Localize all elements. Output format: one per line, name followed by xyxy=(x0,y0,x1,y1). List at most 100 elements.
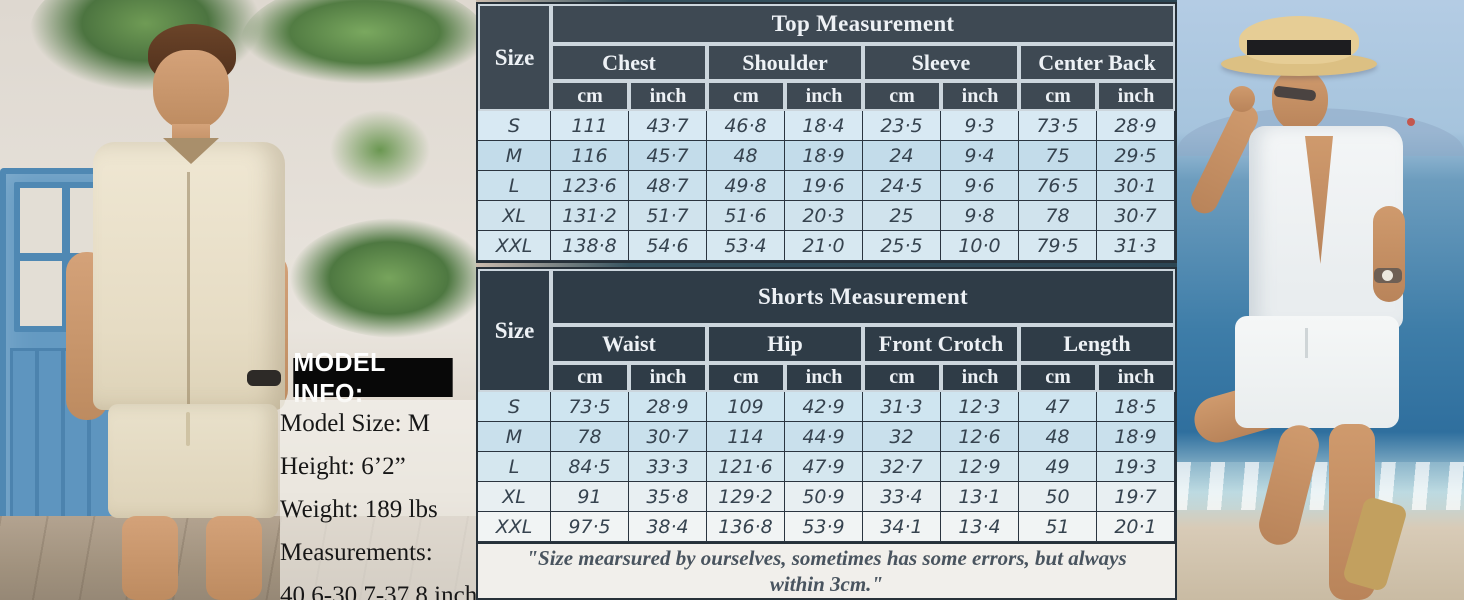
vine-foliage xyxy=(290,218,476,338)
size-column-header: Size xyxy=(478,4,551,111)
measurement-value-cell: 21·0 xyxy=(785,231,863,261)
measurement-value-cell: 44·9 xyxy=(785,422,863,452)
size-row-label: XL xyxy=(478,482,551,512)
unit-header-cell: cm xyxy=(707,81,785,111)
measurement-value-cell: 13·1 xyxy=(941,482,1019,512)
measurement-value-cell: 9·8 xyxy=(941,201,1019,231)
measurement-value-cell: 73·5 xyxy=(1019,111,1097,141)
unit-header-cell: inch xyxy=(941,81,1019,111)
model-leg xyxy=(206,516,262,600)
unit-header-cell: inch xyxy=(629,363,707,392)
measurement-value-cell: 10·0 xyxy=(941,231,1019,261)
measurement-value-cell: 18·9 xyxy=(1097,422,1175,452)
measurement-value-cell: 38·4 xyxy=(629,512,707,542)
disclaimer-line-1: "Size mearsured by ourselves, sometimes … xyxy=(526,546,1127,570)
size-disclaimer: "Size mearsured by ourselves, sometimes … xyxy=(476,544,1177,600)
measurement-value-cell: 24·5 xyxy=(863,171,941,201)
measurement-value-cell: 18·5 xyxy=(1097,392,1175,422)
measurement-value-cell: 29·5 xyxy=(1097,141,1175,171)
measurement-value-cell: 111 xyxy=(551,111,629,141)
unit-header-cell: cm xyxy=(1019,81,1097,111)
measurement-value-cell: 12·3 xyxy=(941,392,1019,422)
size-row-label: M xyxy=(478,141,551,171)
measurement-value-cell: 138·8 xyxy=(551,231,629,261)
measurement-value-cell: 33·3 xyxy=(629,452,707,482)
measurement-value-cell: 116 xyxy=(551,141,629,171)
measurement-value-cell: 84·5 xyxy=(551,452,629,482)
measurement-value-cell: 30·1 xyxy=(1097,171,1175,201)
measurement-value-cell: 33·4 xyxy=(863,482,941,512)
measurement-value-cell: 9·4 xyxy=(941,141,1019,171)
measurement-value-cell: 9·3 xyxy=(941,111,1019,141)
measurement-value-cell: 136·8 xyxy=(707,512,785,542)
measurement-value-cell: 121·6 xyxy=(707,452,785,482)
drawstring xyxy=(186,412,190,446)
size-tables-panel: Size Top Measurement Chest Shoulder Slee… xyxy=(476,0,1177,600)
vine-foliage xyxy=(330,110,430,190)
model-hand xyxy=(1229,86,1255,112)
model-measurements-value: 40.6-30.7-37.8 inch xyxy=(280,582,476,600)
measurement-value-cell: 47 xyxy=(1019,392,1097,422)
disclaimer-line-2: within 3cm." xyxy=(769,572,884,596)
measurement-value-cell: 13·4 xyxy=(941,512,1019,542)
left-model-photo: MODEL INFO: Model Size: M Height: 6’2” W… xyxy=(0,0,476,600)
measurement-value-cell: 49·8 xyxy=(707,171,785,201)
unit-header-cell: inch xyxy=(785,81,863,111)
beige-shorts xyxy=(108,404,278,518)
measurement-value-cell: 35·8 xyxy=(629,482,707,512)
size-column-header: Size xyxy=(478,269,551,392)
measurement-value-cell: 18·4 xyxy=(785,111,863,141)
sleeve-header: Sleeve xyxy=(863,44,1019,81)
measurement-value-cell: 78 xyxy=(551,422,629,452)
unit-header-cell: inch xyxy=(1097,81,1175,111)
measurement-value-cell: 42·9 xyxy=(785,392,863,422)
measurement-value-cell: 31·3 xyxy=(863,392,941,422)
drawstring xyxy=(1305,328,1308,358)
unit-header-cell: inch xyxy=(785,363,863,392)
model-info-block: MODEL INFO: Model Size: M Height: 6’2” W… xyxy=(276,347,476,600)
measurement-value-cell: 51·6 xyxy=(707,201,785,231)
measurement-value-cell: 48 xyxy=(707,141,785,171)
measurement-value-cell: 129·2 xyxy=(707,482,785,512)
measurement-value-cell: 75 xyxy=(1019,141,1097,171)
measurement-value-cell: 131·2 xyxy=(551,201,629,231)
measurement-value-cell: 34·1 xyxy=(863,512,941,542)
size-row-label: XXL xyxy=(478,231,551,261)
measurement-value-cell: 50·9 xyxy=(785,482,863,512)
measurement-value-cell: 20·1 xyxy=(1097,512,1175,542)
measurement-value-cell: 79·5 xyxy=(1019,231,1097,261)
measurement-value-cell: 19·3 xyxy=(1097,452,1175,482)
measurement-value-cell: 32 xyxy=(863,422,941,452)
right-model-photo xyxy=(1177,0,1464,600)
shirt-buttons xyxy=(187,172,190,404)
size-row-label: XL xyxy=(478,201,551,231)
chest-header: Chest xyxy=(551,44,707,81)
model-height-line: Height: 6’2” xyxy=(280,453,406,480)
size-row-label: L xyxy=(478,171,551,201)
measurement-value-cell: 48·7 xyxy=(629,171,707,201)
measurement-value-cell: 45·7 xyxy=(629,141,707,171)
measurement-value-cell: 31·3 xyxy=(1097,231,1175,261)
measurement-value-cell: 9·6 xyxy=(941,171,1019,201)
size-row-label: M xyxy=(478,422,551,452)
measurement-value-cell: 91 xyxy=(551,482,629,512)
measurement-value-cell: 25 xyxy=(863,201,941,231)
measurement-value-cell: 78 xyxy=(1019,201,1097,231)
model-info-lines: Model Size: M Height: 6’2” Weight: 189 l… xyxy=(280,400,476,600)
model-face xyxy=(153,50,229,130)
measurement-value-cell: 20·3 xyxy=(785,201,863,231)
measurement-value-cell: 25·5 xyxy=(863,231,941,261)
unit-header-cell: cm xyxy=(863,81,941,111)
model-measurements-label: Measurements: xyxy=(280,539,433,566)
measurement-value-cell: 18·9 xyxy=(785,141,863,171)
unit-header-cell: inch xyxy=(629,81,707,111)
top-table-title: Top Measurement xyxy=(551,4,1175,44)
shorts-table-title: Shorts Measurement xyxy=(551,269,1175,325)
model-info-title: MODEL INFO: xyxy=(293,347,453,408)
center-back-header: Center Back xyxy=(1019,44,1175,81)
size-row-label: S xyxy=(478,392,551,422)
model-weight-line: Weight: 189 lbs xyxy=(280,496,438,523)
measurement-value-cell: 23·5 xyxy=(863,111,941,141)
measurement-value-cell: 123·6 xyxy=(551,171,629,201)
